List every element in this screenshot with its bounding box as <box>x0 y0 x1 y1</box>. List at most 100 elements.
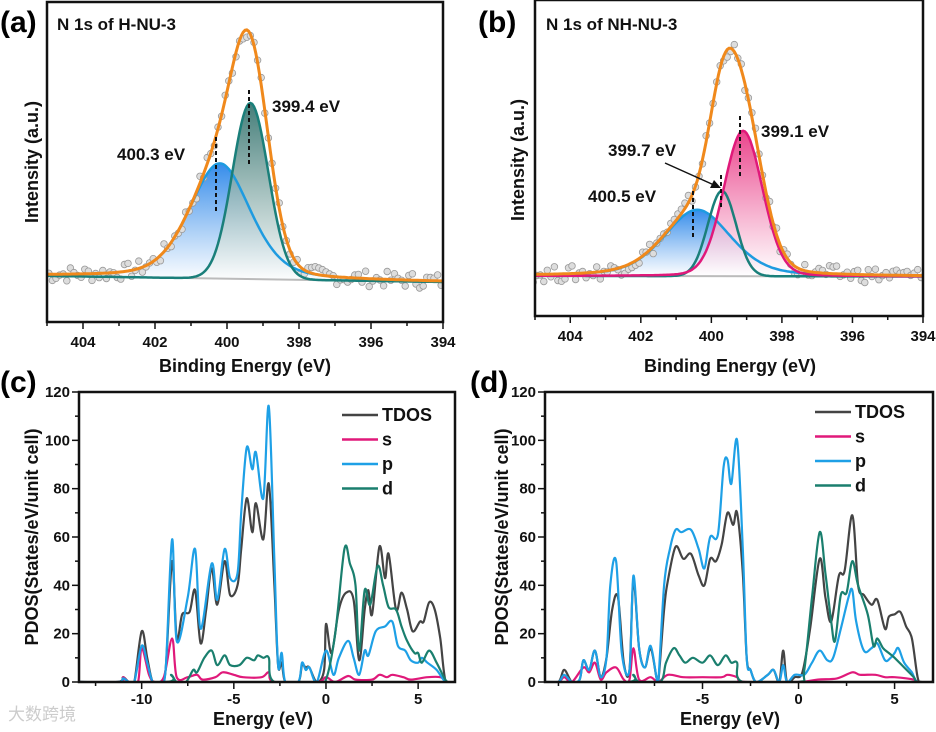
data-point <box>861 278 869 287</box>
data-point <box>832 262 841 270</box>
data-point <box>63 277 71 285</box>
legend-label-d: d <box>855 476 866 496</box>
data-point <box>593 263 601 271</box>
panel-label-d: (d) <box>470 366 508 399</box>
y-tick-label: 40 <box>53 577 70 594</box>
y-tick-label: 0 <box>528 674 536 691</box>
annotation-arrow <box>664 162 721 188</box>
legend-label-TDOS: TDOS <box>855 402 905 422</box>
data-point <box>135 257 143 265</box>
y-tick-label: 60 <box>53 529 70 546</box>
series-line-TDOS <box>545 509 933 682</box>
panel-d-ylabel: PDOS(States/eV/unit cell) <box>492 428 512 645</box>
data-point <box>543 266 551 274</box>
panel-c-plot: -10 -5 0 5 0 20 40 60 80 100 120 TDOS spd <box>45 384 457 708</box>
data-point <box>419 282 427 290</box>
x-tick-label: 400 <box>699 328 724 345</box>
data-point <box>361 267 370 275</box>
y-tick-label: 120 <box>45 384 70 401</box>
x-tick-label: -5 <box>227 691 240 708</box>
y-tick-label: 20 <box>519 626 536 643</box>
watermark: 大数跨境 <box>8 705 76 724</box>
panel-b-xlabel: Binding Energy (eV) <box>644 356 816 376</box>
data-point <box>854 266 862 274</box>
annotation-400.3: 400.3 eV <box>117 145 186 164</box>
series-line-s <box>545 647 933 682</box>
data-point <box>864 266 872 274</box>
x-tick-label: 396 <box>840 328 865 345</box>
annotation-399.1: 399.1 eV <box>761 122 830 141</box>
panel-c-ylabel: PDOS(States/eV/unit cell) <box>22 428 42 645</box>
series-line-d <box>79 544 455 682</box>
panel-a-plot: 404 402 400 398 396 394 <box>45 0 456 351</box>
data-point <box>645 240 654 249</box>
plot-area <box>79 405 455 682</box>
y-tick-label: 100 <box>511 432 536 449</box>
panel-a-xlabel: Binding Energy (eV) <box>159 356 331 376</box>
envelope-line <box>47 28 443 283</box>
y-tick-label: 40 <box>519 577 536 594</box>
data-point <box>649 249 657 258</box>
data-point <box>433 271 442 279</box>
y-tick-label: 100 <box>45 432 70 449</box>
panel-label-a: (a) <box>0 6 37 39</box>
data-point <box>124 259 132 268</box>
x-tick-label: 396 <box>358 334 383 351</box>
panel-b-plot: 404 402 400 398 396 394 <box>533 0 936 345</box>
data-point <box>138 268 147 276</box>
series-line-p <box>545 437 933 682</box>
data-point <box>88 276 96 285</box>
x-tick-label: 0 <box>322 691 330 708</box>
panel-label-b: (b) <box>478 6 516 39</box>
data-point <box>379 282 388 290</box>
x-tick-label: 398 <box>769 328 794 345</box>
data-point <box>871 265 880 273</box>
panel-b-ylabel: Intensity (a.u.) <box>508 99 528 221</box>
plot-area <box>545 437 933 682</box>
y-tick-label: 80 <box>53 481 70 498</box>
x-tick-label: 394 <box>910 328 936 345</box>
x-tick-label: -10 <box>131 691 153 708</box>
series-line-d <box>545 531 933 682</box>
legend-label-p: p <box>855 451 866 471</box>
y-tick-label: 20 <box>53 626 70 643</box>
panel-a-title: N 1s of H-NU-3 <box>57 15 176 34</box>
data-point <box>571 275 580 284</box>
x-tick-label: 398 <box>286 334 311 351</box>
plot-frame <box>543 390 935 684</box>
component-line-399.4eV <box>47 101 443 284</box>
data-point <box>568 262 576 270</box>
panel-a-ylabel: Intensity (a.u.) <box>22 101 42 223</box>
annotation-399.4: 399.4 eV <box>272 97 341 116</box>
plot-frame <box>77 390 457 684</box>
panel-b-title: N 1s of NH-NU-3 <box>546 15 677 34</box>
legend-label-TDOS: TDOS <box>382 405 432 425</box>
data-point <box>408 270 417 278</box>
envelope-line <box>535 46 923 278</box>
x-tick-label: 0 <box>794 691 802 708</box>
x-tick-label: 400 <box>214 334 239 351</box>
annotation-399.7: 399.7 eV <box>608 141 677 160</box>
y-tick-label: 120 <box>511 384 536 401</box>
x-tick-label: 402 <box>142 334 167 351</box>
y-tick-label: 60 <box>519 529 536 546</box>
data-point <box>801 260 809 269</box>
data-point <box>730 40 738 49</box>
series-line-s <box>79 637 455 682</box>
x-tick-label: 5 <box>414 691 422 708</box>
y-tick-label: 80 <box>519 481 536 498</box>
component-fill <box>47 103 443 282</box>
panel-d-xlabel: Energy (eV) <box>680 709 780 729</box>
x-tick-label: 404 <box>558 328 584 345</box>
annotation-400.5: 400.5 eV <box>588 187 657 206</box>
x-tick-label: 402 <box>628 328 653 345</box>
data-point <box>401 282 409 290</box>
plot-frame <box>45 0 445 324</box>
panel-d-plot: -10 -5 0 5 0 20 40 60 80 100 120 TDOS spd <box>511 384 935 708</box>
plot-area <box>535 40 923 287</box>
panel-label-c: (c) <box>0 366 37 399</box>
data-point <box>540 277 548 286</box>
plot-area <box>47 28 443 292</box>
data-point <box>914 265 922 274</box>
